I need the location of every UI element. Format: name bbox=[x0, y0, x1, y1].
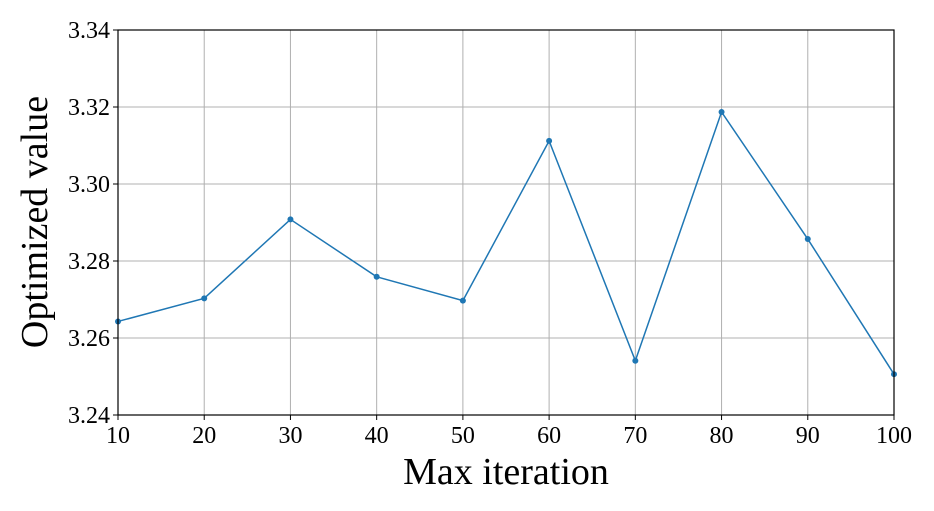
x-tick-label: 90 bbox=[796, 423, 820, 449]
data-point bbox=[546, 137, 553, 144]
x-tick-label: 20 bbox=[192, 423, 216, 449]
data-point bbox=[718, 109, 725, 116]
x-tick-label: 70 bbox=[623, 423, 647, 449]
series-layer bbox=[115, 109, 897, 378]
x-axis-label: Max iteration bbox=[403, 451, 609, 493]
series-line bbox=[117, 110, 895, 375]
x-tick-label: 100 bbox=[876, 423, 912, 449]
data-point bbox=[287, 216, 294, 223]
y-tick-label: 3.24 bbox=[68, 403, 110, 429]
plot-frame bbox=[117, 29, 895, 416]
x-tick-label: 60 bbox=[537, 423, 561, 449]
y-tick-label: 3.26 bbox=[68, 326, 110, 352]
data-point bbox=[804, 236, 811, 243]
data-point bbox=[632, 357, 639, 364]
y-tick-label: 3.28 bbox=[68, 249, 110, 275]
y-tick-label: 3.34 bbox=[68, 18, 110, 44]
x-tick-label: 50 bbox=[451, 423, 475, 449]
y-tick-label: 3.32 bbox=[68, 95, 110, 121]
y-axis-label: Optimized value bbox=[14, 96, 56, 348]
x-tick-label: 40 bbox=[365, 423, 389, 449]
ticks: 10 20 30 40 50 60 70 80 90 100 3.24 3.26 3.28 3.30 3.3… bbox=[68, 18, 912, 449]
x-tick-label: 80 bbox=[710, 423, 734, 449]
data-point bbox=[459, 297, 466, 304]
x-tick-label: 30 bbox=[278, 423, 302, 449]
grid bbox=[117, 29, 895, 416]
x-tick-label: 10 bbox=[106, 423, 130, 449]
y-tick-label: 3.30 bbox=[68, 172, 110, 198]
data-point bbox=[201, 295, 208, 302]
data-point bbox=[373, 273, 380, 280]
